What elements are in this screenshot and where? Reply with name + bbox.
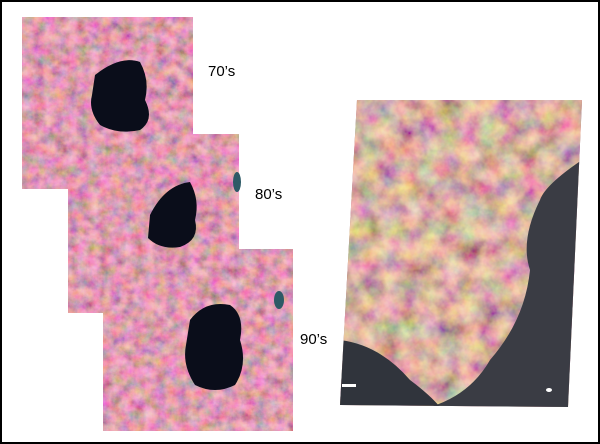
decade-label: 70’s	[208, 63, 235, 80]
decade-label: 90’s	[300, 331, 327, 348]
slide: 70’s 80’s 90’s	[0, 0, 600, 444]
satellite-image-90s	[103, 249, 293, 431]
regional-satellite-image	[340, 100, 582, 407]
decade-label: 80’s	[255, 186, 282, 203]
